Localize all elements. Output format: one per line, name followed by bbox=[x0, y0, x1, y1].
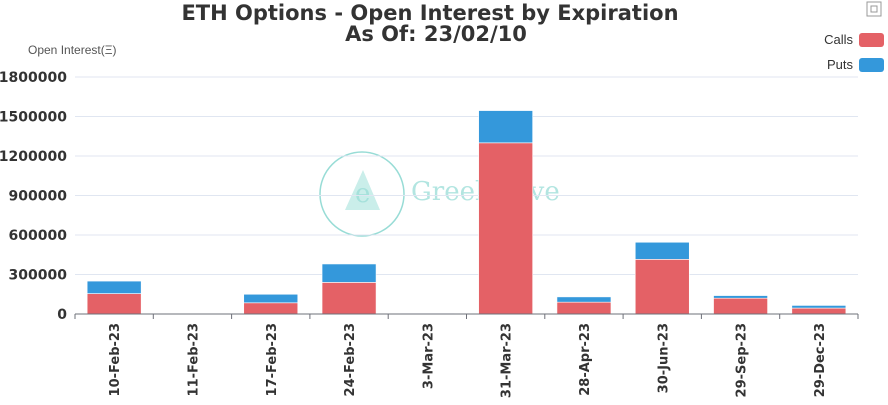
x-tick-label: 10-Feb-23 bbox=[108, 323, 123, 396]
legend-swatch-puts[interactable] bbox=[859, 58, 884, 72]
y-tick-label: 900000 bbox=[9, 189, 68, 205]
x-tick-label: 3-Mar-23 bbox=[421, 323, 436, 389]
bar-puts[interactable] bbox=[243, 293, 299, 304]
bar-calls[interactable] bbox=[556, 301, 612, 315]
x-tick-label: 30-Jun-23 bbox=[656, 323, 671, 393]
chart-subtitle: As Of: 23/02/10 bbox=[345, 22, 527, 46]
y-tick-label: 1800000 bbox=[0, 70, 67, 86]
watermark-triangle-icon bbox=[345, 170, 380, 210]
y-tick-label: 1500000 bbox=[0, 110, 67, 126]
y-tick-label: 0 bbox=[57, 307, 67, 323]
x-axis-ticks: 10-Feb-23 11-Feb-23 17-Feb-23 24-Feb-23 3-Ma… bbox=[108, 323, 828, 398]
bar-calls[interactable] bbox=[791, 307, 847, 315]
grid-lines bbox=[75, 76, 858, 275]
bar-calls[interactable] bbox=[478, 142, 533, 315]
legend-swatch-calls[interactable] bbox=[859, 33, 884, 47]
bar-calls[interactable] bbox=[321, 282, 377, 315]
watermark-logo-icon bbox=[319, 151, 405, 237]
y-axis-label: Open Interest(Ξ) bbox=[28, 43, 117, 57]
x-tick-label: 29-Dec-23 bbox=[813, 323, 828, 397]
bar-puts[interactable] bbox=[791, 305, 847, 309]
y-axis-ticks: 0 300000 600000 900000 1200000 1500000 1800000 bbox=[0, 70, 67, 323]
bar-calls[interactable] bbox=[243, 302, 299, 315]
bar-calls[interactable] bbox=[86, 293, 142, 315]
x-axis bbox=[74, 313, 859, 319]
y-tick-label: 300000 bbox=[9, 268, 68, 284]
bar-puts[interactable] bbox=[634, 241, 690, 260]
y-tick-label: 1200000 bbox=[0, 149, 67, 165]
x-tick-label: 28-Apr-23 bbox=[578, 323, 593, 396]
x-tick-label: 17-Feb-23 bbox=[265, 323, 280, 396]
legend: Calls Puts bbox=[824, 32, 884, 72]
x-tick-label: 31-Mar-23 bbox=[500, 323, 515, 398]
legend-label-calls: Calls bbox=[824, 32, 853, 47]
watermark-logo-letter: e bbox=[355, 179, 370, 209]
x-tick-label: 11-Feb-23 bbox=[186, 323, 201, 396]
bars bbox=[86, 110, 847, 315]
chart-title: ETH Options - Open Interest by Expiratio… bbox=[181, 1, 678, 25]
y-tick-label: 600000 bbox=[9, 228, 68, 244]
bar-calls[interactable] bbox=[634, 259, 690, 315]
bar-puts[interactable] bbox=[86, 280, 142, 294]
bar-puts[interactable] bbox=[713, 295, 768, 299]
bar-calls[interactable] bbox=[713, 297, 768, 315]
bar-puts[interactable] bbox=[321, 263, 377, 283]
x-tick-label: 24-Feb-23 bbox=[343, 323, 358, 396]
x-tick-label: 29-Sep-23 bbox=[735, 323, 750, 397]
bar-puts[interactable] bbox=[556, 296, 612, 303]
legend-label-puts: Puts bbox=[827, 57, 854, 72]
bar-puts[interactable] bbox=[478, 110, 533, 144]
fullscreen-icon[interactable] bbox=[866, 1, 882, 17]
